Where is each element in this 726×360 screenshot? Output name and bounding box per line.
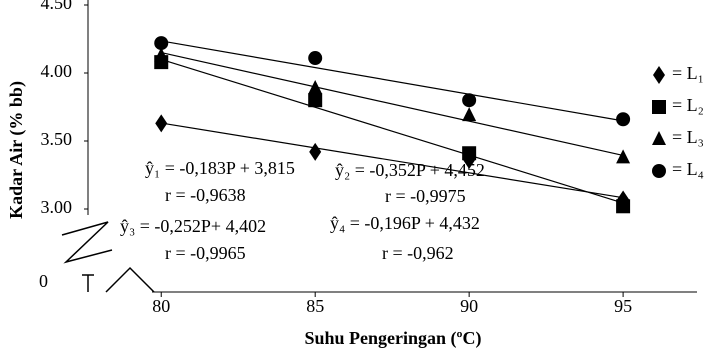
- trend-line: [161, 58, 624, 204]
- y-tick-label: 4.00: [41, 61, 73, 81]
- y-tick-label: 4.50: [41, 0, 73, 13]
- legend-label: = L₁: [672, 63, 704, 83]
- legend-label: = L₂: [672, 95, 704, 115]
- legend-marker: [652, 100, 666, 114]
- y-axis-label: Kadar Air (% bb): [6, 81, 27, 219]
- data-point: [616, 112, 631, 127]
- equation: ŷ₂ = -0,352P + 4,452: [335, 160, 485, 180]
- correlation: r = -0,962: [382, 243, 454, 263]
- x-tick-label: 95: [614, 296, 632, 316]
- data-point: [462, 93, 477, 108]
- data-point: [154, 47, 169, 62]
- legend-marker: [653, 66, 665, 84]
- data-point: [309, 142, 322, 161]
- axis-break: [61, 221, 113, 264]
- equation: ŷ₁ = -0,183P + 3,815: [145, 158, 295, 178]
- axis-break: [82, 266, 155, 293]
- data-point: [308, 79, 323, 94]
- trend-line: [161, 52, 624, 157]
- x-tick-label: 90: [460, 296, 478, 316]
- legend-label: = L₃: [672, 127, 704, 147]
- equation: ŷ₃ = -0,252P+ 4,402: [120, 216, 266, 236]
- data-point: [155, 114, 168, 133]
- data-point: [462, 146, 477, 161]
- legend-marker: [652, 164, 666, 178]
- correlation: r = -0,9638: [165, 185, 246, 205]
- y-tick-label: 0: [39, 271, 48, 291]
- y-tick-label: 3.50: [41, 129, 73, 149]
- x-axis-label: Suhu Pengeringan (ºC): [305, 328, 482, 349]
- correlation: r = -0,9965: [165, 243, 246, 263]
- correlation: r = -0,9975: [385, 186, 466, 206]
- data-point: [308, 51, 323, 66]
- x-tick-label: 85: [306, 296, 324, 316]
- legend-marker: [652, 131, 666, 145]
- trend-line: [161, 40, 624, 122]
- trend-line: [161, 122, 624, 199]
- data-point: [616, 199, 631, 214]
- equation: ŷ₄ = -0,196P + 4,432: [330, 213, 480, 233]
- data-point: [308, 93, 323, 108]
- x-tick-label: 80: [152, 296, 170, 316]
- data-point: [616, 149, 631, 164]
- data-point: [462, 107, 477, 122]
- y-tick-label: 3.00: [41, 197, 73, 217]
- legend-label: = L₄: [672, 159, 704, 179]
- data-point: [154, 36, 169, 51]
